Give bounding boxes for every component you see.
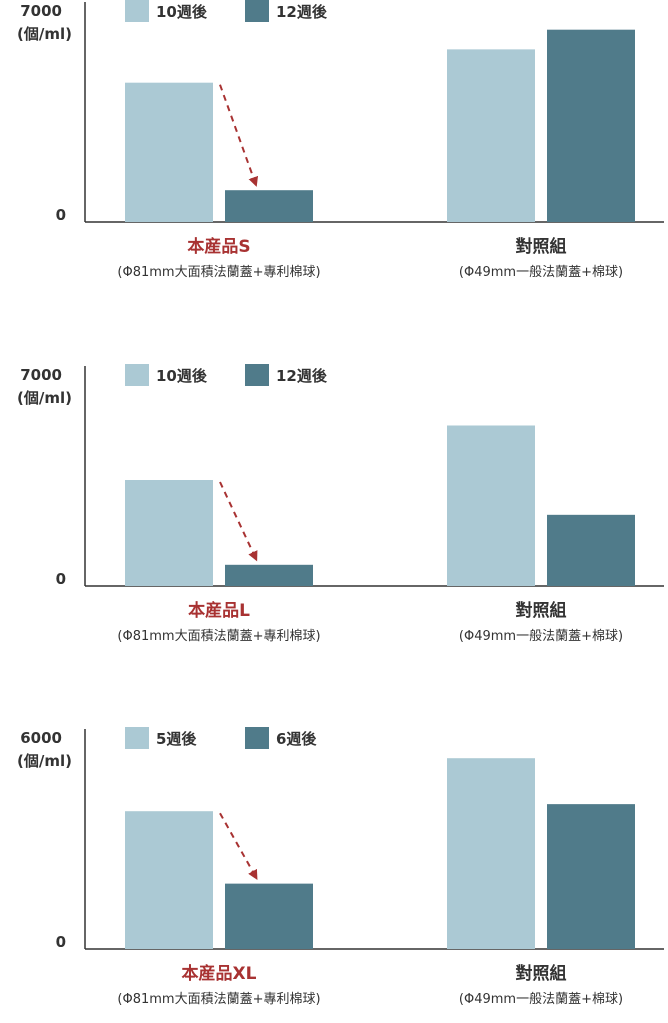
decrease-arrow (219, 84, 259, 187)
legend-swatch-2 (245, 0, 269, 22)
legend-label-2: 12週後 (276, 3, 328, 21)
bar-product-2 (225, 190, 313, 222)
group-label-control: 對照組 (516, 963, 567, 984)
y-zero-tick-label: 0 (56, 570, 66, 588)
legend-label-1: 10週後 (156, 367, 208, 385)
y-axis-unit-label: (個/ml) (17, 389, 72, 407)
group-label-control: 對照組 (516, 236, 567, 257)
group-sublabel-product: (Φ81mm大面積法蘭蓋+專利棉球) (117, 264, 320, 280)
group-label-control: 對照組 (516, 600, 567, 621)
legend-swatch-2 (245, 727, 269, 749)
bar-product-1 (125, 480, 213, 586)
y-axis-unit-label: (個/ml) (17, 25, 72, 43)
decrease-arrow (219, 812, 258, 880)
bar-control-2 (547, 29, 635, 222)
legend-label-1: 5週後 (156, 730, 197, 748)
group-sublabel-product: (Φ81mm大面積法蘭蓋+專利棉球) (117, 991, 320, 1007)
legend-swatch-2 (245, 364, 269, 386)
y-zero-tick-label: 0 (56, 206, 66, 224)
bar-product-1 (125, 811, 213, 949)
bar-control-1 (447, 425, 535, 586)
bar-control-1 (447, 758, 535, 949)
y-max-tick-label: 7000 (20, 2, 62, 20)
legend-swatch-1 (125, 0, 149, 22)
bar-product-1 (125, 82, 213, 222)
group-sublabel-control: (Φ49mm一般法蘭蓋+棉球) (459, 628, 623, 644)
bar-control-1 (447, 49, 535, 222)
bar-product-2 (225, 564, 313, 586)
legend-label-1: 10週後 (156, 3, 208, 21)
decrease-arrow (219, 481, 258, 562)
y-max-tick-label: 6000 (20, 729, 62, 747)
bar-control-2 (547, 804, 635, 949)
y-zero-tick-label: 0 (56, 933, 66, 951)
group-sublabel-control: (Φ49mm一般法蘭蓋+棉球) (459, 991, 623, 1007)
bar-control-2 (547, 514, 635, 586)
group-sublabel-control: (Φ49mm一般法蘭蓋+棉球) (459, 264, 623, 280)
group-label-product: 本産品L (188, 600, 250, 621)
group-sublabel-product: (Φ81mm大面積法蘭蓋+專利棉球) (117, 628, 320, 644)
group-label-product: 本産品XL (182, 963, 257, 984)
y-max-tick-label: 7000 (20, 366, 62, 384)
legend-swatch-1 (125, 364, 149, 386)
legend-label-2: 6週後 (276, 730, 317, 748)
legend-label-2: 12週後 (276, 367, 328, 385)
group-label-product: 本産品S (187, 236, 250, 257)
legend-swatch-1 (125, 727, 149, 749)
y-axis-unit-label: (個/ml) (17, 752, 72, 770)
bar-product-2 (225, 883, 313, 949)
